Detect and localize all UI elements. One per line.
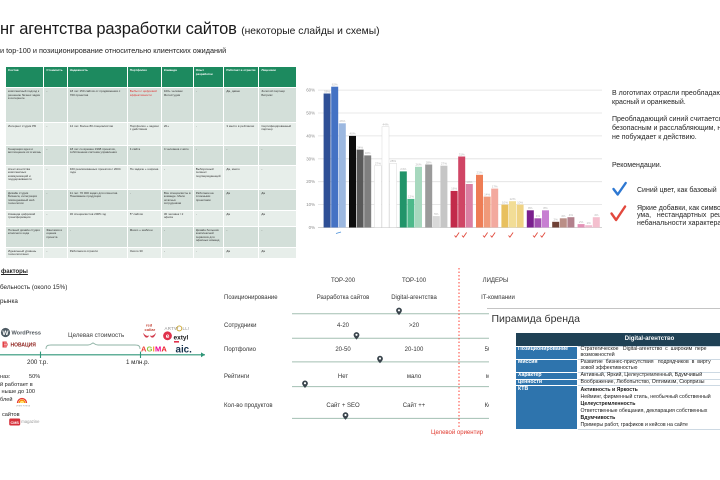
svg-text:28%: 28% xyxy=(390,159,396,163)
svg-text:32%: 32% xyxy=(365,151,371,155)
svg-text:0%: 0% xyxy=(309,225,315,230)
svg-text:8%: 8% xyxy=(528,206,533,210)
svg-text:58%: 58% xyxy=(324,89,330,93)
svg-text:4%: 4% xyxy=(536,214,541,218)
svg-text:LL!: LL! xyxy=(183,326,190,331)
svg-text:CMS: CMS xyxy=(10,420,19,424)
svg-text:НОВАЦИЯ: НОВАЦИЯ xyxy=(11,342,37,348)
svg-text:РЕЙТИНГ РУНЕТА: РЕЙТИНГ РУНЕТА xyxy=(16,404,30,407)
svg-text:10%: 10% xyxy=(502,200,508,204)
svg-text:62%: 62% xyxy=(332,83,338,87)
svg-text:collar: collar xyxy=(145,327,156,332)
svg-text:magazine: magazine xyxy=(21,419,40,424)
svg-text:4%: 4% xyxy=(594,213,599,217)
svg-text:44%: 44% xyxy=(382,123,388,127)
svg-text:31%: 31% xyxy=(459,152,465,156)
svg-text:20%: 20% xyxy=(306,179,315,184)
svg-text:red: red xyxy=(146,322,153,327)
svg-text:e: e xyxy=(166,333,170,340)
svg-text:ARTW: ARTW xyxy=(165,326,180,331)
svg-text:10%: 10% xyxy=(306,202,315,207)
svg-text:12%: 12% xyxy=(509,197,515,201)
svg-text:16%: 16% xyxy=(451,187,457,191)
svg-text:4%: 4% xyxy=(569,213,574,217)
svg-text:19%: 19% xyxy=(466,180,472,184)
svg-text:14%: 14% xyxy=(484,192,490,196)
svg-text:12%: 12% xyxy=(408,195,414,199)
svg-text:aic.: aic. xyxy=(176,344,193,355)
svg-text:60%: 60% xyxy=(306,88,315,93)
svg-text:AGIMA: AGIMA xyxy=(141,345,167,354)
svg-text:WordPress: WordPress xyxy=(12,331,41,337)
svg-text:8%: 8% xyxy=(543,206,548,210)
svg-text:W: W xyxy=(2,330,9,337)
svg-text:10%: 10% xyxy=(517,200,523,204)
svg-text:50%: 50% xyxy=(306,111,315,116)
svg-text:40%: 40% xyxy=(349,132,355,136)
svg-text:46%: 46% xyxy=(339,119,345,123)
svg-text:26%: 26% xyxy=(415,163,421,167)
svg-text:40%: 40% xyxy=(306,133,315,138)
svg-text:1%: 1% xyxy=(587,221,592,225)
svg-text:30%: 30% xyxy=(306,156,315,161)
svg-text:27%: 27% xyxy=(375,162,381,166)
svg-text:extyl: extyl xyxy=(174,335,189,342)
svg-text:17%: 17% xyxy=(492,184,498,188)
svg-text:5%: 5% xyxy=(434,212,439,216)
svg-text:24%: 24% xyxy=(400,167,406,171)
svg-text:4%: 4% xyxy=(561,214,566,218)
svg-text:2%: 2% xyxy=(579,220,584,224)
svg-text:28%: 28% xyxy=(426,160,432,164)
svg-text:2%: 2% xyxy=(554,218,559,222)
svg-text:27%: 27% xyxy=(441,162,447,166)
svg-text:23%: 23% xyxy=(476,171,482,175)
svg-text:34%: 34% xyxy=(357,145,363,149)
